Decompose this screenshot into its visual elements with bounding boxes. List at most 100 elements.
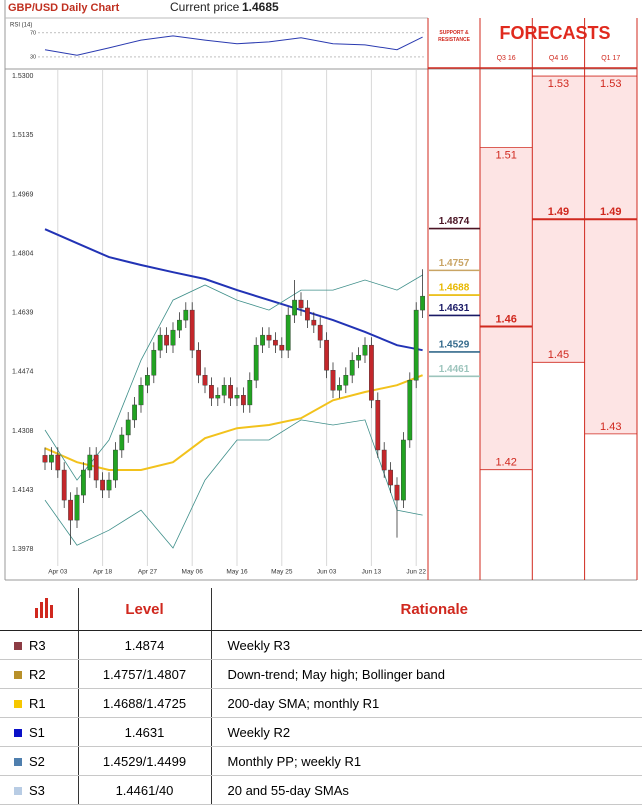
level-name: S3 (29, 782, 45, 798)
candle-body (247, 380, 253, 406)
candle-body (125, 419, 131, 436)
chart: GBP/USD Daily Chart Current price 1.4685… (4, 0, 638, 581)
candle-body (68, 499, 74, 521)
candle-body (273, 339, 278, 346)
y-tick-label: 1.4143 (12, 487, 34, 494)
level-value: 1.4688/1.4725 (78, 688, 212, 718)
level-rationale: Weekly R3 (211, 630, 642, 660)
chart-title: GBP/USD Daily Chart (8, 2, 120, 14)
candle-body (100, 479, 106, 491)
level-swatch (14, 729, 22, 738)
forecast-label: 1.42 (495, 457, 516, 469)
candle-body (343, 375, 349, 386)
forecast-period: Q3 16 (497, 55, 516, 62)
level-swatch (14, 758, 22, 767)
level-label: 1.4529 (439, 340, 470, 351)
candle-body (266, 334, 272, 341)
candle-body (279, 344, 285, 351)
header-level: Level (78, 588, 212, 631)
forecasts-title: FORECASTS (499, 23, 610, 43)
level-rationale: Monthly PP; weekly R1 (211, 746, 642, 776)
indicator-line (44, 274, 423, 481)
level-label: 1.4461 (439, 364, 470, 375)
y-tick-label: 1.3978 (12, 546, 34, 553)
forecast-range (480, 147, 533, 470)
forecast-label: 1.53 (548, 78, 569, 90)
candle-body (324, 339, 329, 371)
forecast-range (584, 76, 637, 434)
level-swatch (14, 671, 22, 680)
candle-body (260, 334, 265, 346)
forecast-label: 1.43 (600, 421, 621, 433)
level-rationale: 200-day SMA; monthly R1 (211, 688, 642, 718)
candle-body (388, 469, 393, 486)
table-row: S3 1.4461/40 20 and 55-day SMAs (0, 775, 642, 805)
x-tick-label: May 16 (226, 569, 248, 576)
candle-body (196, 349, 201, 376)
indicator-line (44, 228, 423, 352)
candle-body (49, 454, 54, 463)
levels-title-box: SUPPORT & RESISTANCE (438, 30, 470, 43)
level-name-cell: R3 (0, 630, 79, 660)
candle-body (189, 309, 195, 351)
icon-cell (0, 588, 79, 631)
table-row: R3 1.4874 Weekly R3 (0, 630, 642, 660)
candle-body (311, 319, 317, 326)
candle-body (305, 307, 310, 321)
x-tick-label: Apr 03 (48, 569, 68, 576)
candle-body (164, 334, 169, 346)
candle-body (106, 479, 112, 491)
icon (35, 598, 54, 618)
candle-body (138, 385, 144, 406)
x-tick-label: Jun 03 (317, 569, 337, 576)
rsi-title: RSI (14) (10, 23, 32, 29)
y-tick-label: 1.4804 (12, 250, 34, 257)
candle-body (208, 385, 214, 399)
forecast-label: 1.53 (600, 78, 621, 90)
level-name-cell: S2 (0, 746, 79, 776)
candle-body (381, 449, 387, 471)
price-value: 1.4685 (242, 0, 279, 14)
forecast-label: 1.49 (548, 206, 569, 218)
candle-body (240, 395, 246, 406)
candle-body (151, 349, 157, 376)
forecast-period: Q4 16 (549, 55, 568, 62)
candle-body (356, 354, 361, 361)
level-rationale: 20 and 55-day SMAs (211, 775, 642, 805)
y-tick-label: 1.4308 (12, 428, 34, 435)
candle-body (61, 469, 67, 501)
x-tick-label: Jun 22 (406, 569, 426, 576)
indicator-line (44, 419, 423, 549)
x-tick-label: May 06 (182, 569, 204, 576)
price-label: Current price (170, 0, 240, 14)
forecast-label: 1.49 (600, 206, 621, 218)
candle-body (87, 454, 93, 471)
level-name: R3 (29, 637, 46, 653)
level-value: 1.4874 (78, 630, 212, 660)
candle-body (375, 400, 381, 451)
candle-body (292, 299, 297, 316)
candle-body (55, 454, 61, 471)
level-name-cell: S1 (0, 717, 79, 747)
level-swatch (14, 700, 22, 709)
candle-body (362, 344, 368, 356)
candle-body (42, 455, 48, 463)
level-swatch (14, 642, 22, 651)
candle-body (215, 395, 221, 399)
candle-body (74, 494, 80, 521)
candle-body (298, 299, 304, 309)
x-tick-label: May 25 (271, 569, 293, 576)
candle-body (337, 385, 342, 391)
candle-body (80, 469, 86, 496)
candle-body (144, 375, 150, 386)
candle-body (330, 370, 336, 391)
candle-body (176, 319, 182, 331)
candle-body (349, 359, 355, 376)
header-rationale: Rationale (211, 588, 642, 631)
candle-body (119, 434, 125, 451)
candle-body (183, 309, 189, 321)
level-value: 1.4461/40 (78, 775, 212, 805)
candle-body (285, 314, 291, 351)
candle-body (221, 385, 227, 396)
